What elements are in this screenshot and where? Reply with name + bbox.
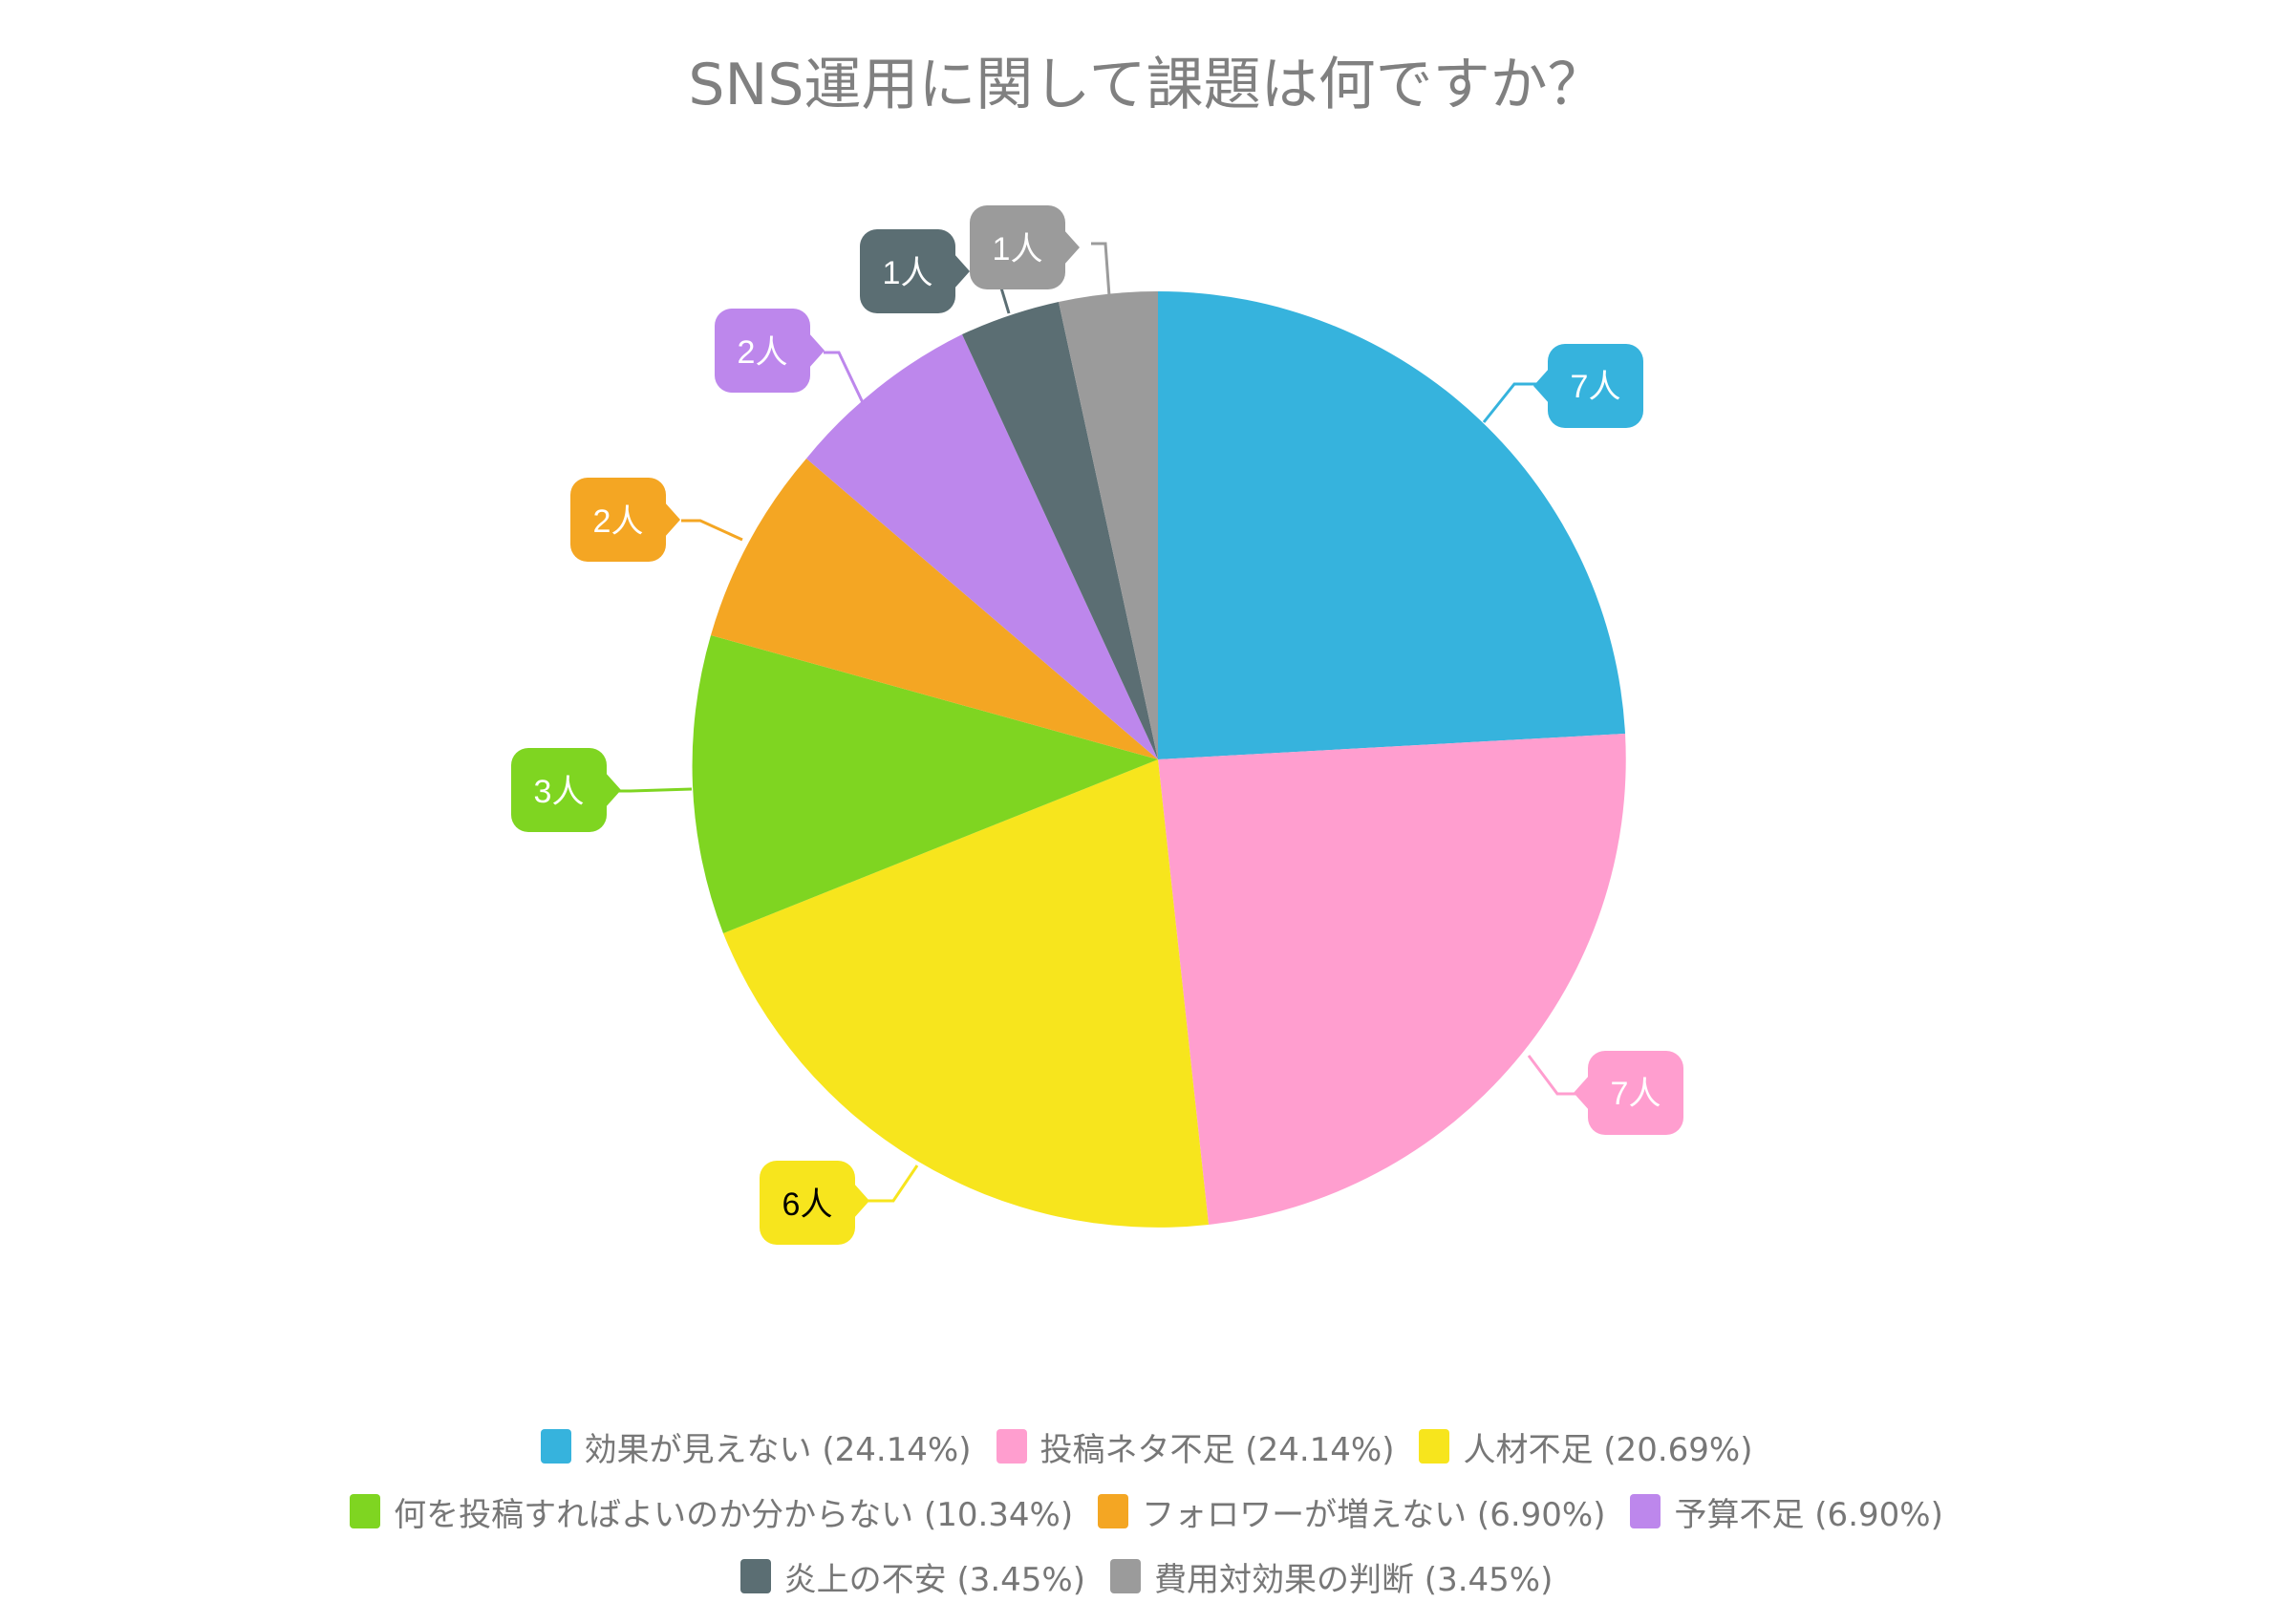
svg-text:7人: 7人 xyxy=(1571,369,1621,405)
svg-text:7人: 7人 xyxy=(1611,1076,1661,1112)
pie-slices xyxy=(692,290,1626,1228)
svg-text:6人: 6人 xyxy=(782,1186,833,1223)
legend-item-what-to-post[interactable]: 何を投稿すればよいのか分からない (10.34%) xyxy=(350,1488,1073,1535)
svg-text:3人: 3人 xyxy=(534,774,585,810)
legend-item-effect[interactable]: 効果が見えない (24.14%) xyxy=(540,1423,972,1470)
slice-what-to-post[interactable] xyxy=(692,635,1158,933)
legend-item-budget[interactable]: 予算不足 (6.90%) xyxy=(1630,1488,1943,1535)
svg-text:1人: 1人 xyxy=(993,231,1043,267)
slice-staff[interactable] xyxy=(723,759,1209,1228)
legend-swatch xyxy=(350,1494,381,1528)
legend-swatch xyxy=(739,1559,771,1593)
data-label-flaming: 1人 xyxy=(860,229,970,313)
svg-text:2人: 2人 xyxy=(593,503,644,540)
slice-effect[interactable] xyxy=(1158,291,1625,759)
slice-cost-effect[interactable] xyxy=(1059,290,1158,759)
svg-text:1人: 1人 xyxy=(883,255,933,291)
slice-budget[interactable] xyxy=(806,334,1158,759)
legend-swatch xyxy=(1419,1429,1450,1464)
slice-flaming[interactable] xyxy=(962,302,1158,759)
legend-swatch xyxy=(1110,1559,1141,1593)
legend-swatch xyxy=(1098,1494,1129,1528)
chart-title: SNS運用に関して課題は何ですか？ xyxy=(688,52,1605,118)
data-label-what-to-post: 3人 xyxy=(511,748,621,832)
legend-item-followers[interactable]: フォロワーが増えない (6.90%) xyxy=(1098,1488,1605,1535)
data-label-content: 7人 xyxy=(1574,1051,1683,1135)
legend-item-content[interactable]: 投稿ネタ不足 (24.14%) xyxy=(996,1423,1394,1470)
slice-content[interactable] xyxy=(1158,734,1626,1225)
pie-chart: 7人 7人 6人 3人 2人 2人 1人 xyxy=(511,205,1683,1245)
legend-swatch xyxy=(540,1429,571,1464)
legend-swatch xyxy=(996,1429,1027,1464)
legend-swatch xyxy=(1630,1494,1661,1528)
data-label-effect: 7人 xyxy=(1533,344,1643,428)
data-label-cost-effect: 1人 xyxy=(970,205,1080,289)
chart-legend: 効果が見えない (24.14%) 投稿ネタ不足 (24.14%) 人材不足 (2… xyxy=(0,1414,2293,1609)
data-label-budget: 2人 xyxy=(715,309,825,393)
slice-followers[interactable] xyxy=(711,459,1158,759)
svg-text:2人: 2人 xyxy=(738,334,788,371)
data-label-followers: 2人 xyxy=(570,478,680,562)
legend-item-flaming[interactable]: 炎上の不安 (3.45%) xyxy=(739,1553,1085,1600)
legend-item-cost-effect[interactable]: 費用対効果の判断 (3.45%) xyxy=(1110,1553,1553,1600)
data-label-staff: 6人 xyxy=(760,1161,869,1245)
legend-item-staff[interactable]: 人材不足 (20.69%) xyxy=(1419,1423,1752,1470)
